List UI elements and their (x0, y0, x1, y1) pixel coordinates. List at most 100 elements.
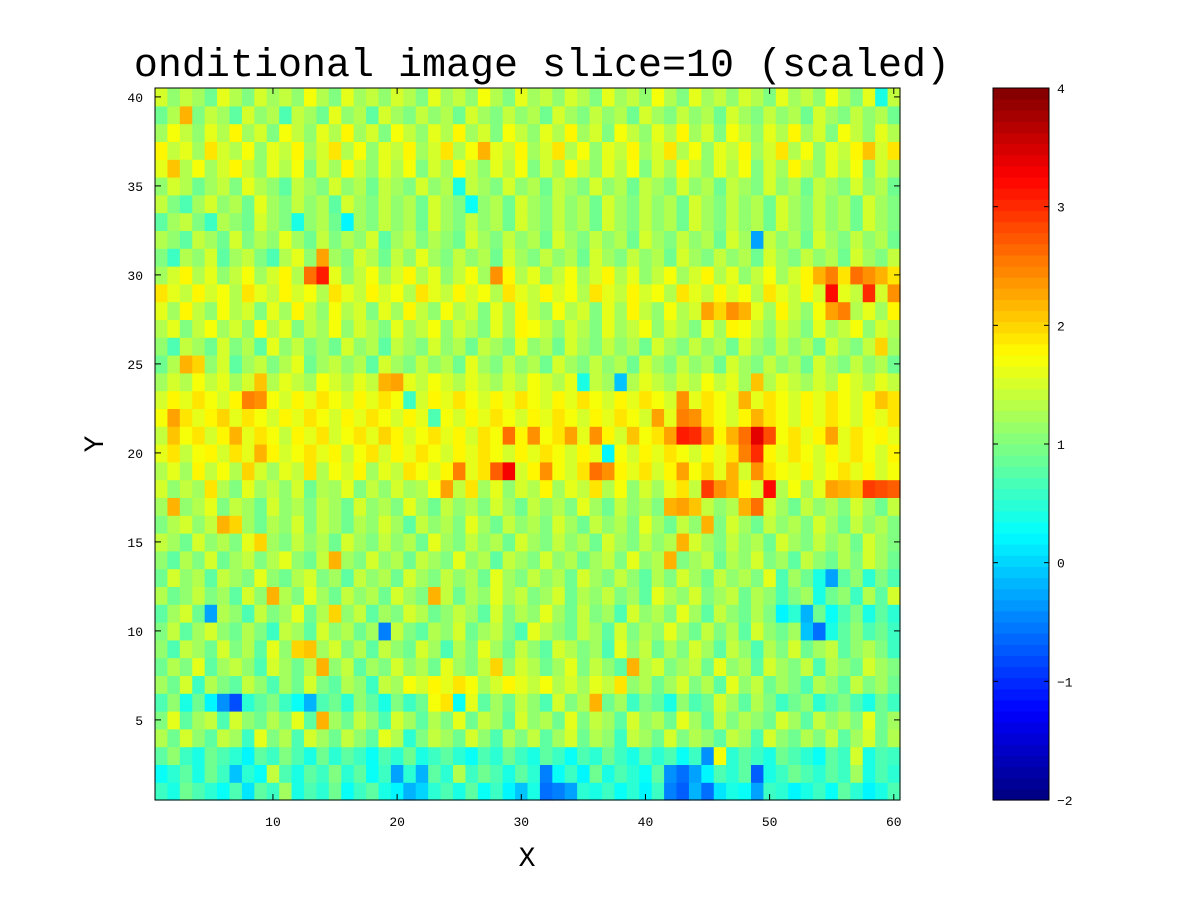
heatmap-cell (788, 301, 802, 320)
heatmap-cell (539, 141, 553, 160)
heatmap-cell (502, 212, 516, 231)
heatmap-cell (453, 319, 467, 338)
heatmap-cell (477, 693, 491, 712)
heatmap-cell (676, 123, 690, 142)
heatmap-cell (577, 657, 591, 676)
heatmap-cell (726, 764, 740, 783)
heatmap-cell (440, 622, 454, 641)
heatmap-cell (229, 675, 243, 694)
heatmap-cell (688, 319, 702, 338)
heatmap-cell (217, 461, 231, 481)
heatmap-cell (229, 337, 243, 356)
heatmap-cell (639, 479, 653, 498)
heatmap-cell (465, 212, 479, 231)
heatmap-cell (837, 479, 851, 498)
heatmap-cell (304, 639, 318, 659)
heatmap-cell (639, 390, 653, 409)
heatmap-cell (602, 568, 616, 587)
heatmap-cell (515, 444, 529, 463)
colorbar-band (993, 644, 1049, 656)
heatmap-cell (453, 657, 467, 676)
heatmap-cell (614, 515, 628, 534)
heatmap-cell (527, 604, 541, 623)
heatmap-cell (192, 746, 206, 765)
heatmap-cell (651, 568, 665, 587)
heatmap-cell (453, 515, 467, 534)
heatmap-cell (837, 283, 851, 303)
heatmap-cell (763, 426, 777, 445)
heatmap-cell (428, 408, 442, 427)
heatmap-cell (440, 141, 454, 160)
heatmap-cell (850, 248, 864, 267)
heatmap-cell (539, 639, 553, 659)
heatmap-cell (279, 194, 293, 214)
heatmap-cell (217, 177, 231, 196)
heatmap-cell (527, 408, 541, 427)
heatmap-cell (204, 586, 218, 605)
heatmap-cell (775, 426, 789, 445)
heatmap-cell (589, 266, 603, 285)
heatmap-cell (515, 194, 529, 214)
heatmap-cell (341, 479, 355, 498)
heatmap-cell (738, 479, 752, 498)
heatmap-cell (415, 461, 429, 481)
heatmap-cell (266, 390, 280, 409)
heatmap-cell (862, 586, 876, 605)
heatmap-cell (179, 568, 193, 587)
heatmap-cell (229, 301, 243, 320)
heatmap-cell (378, 444, 392, 463)
heatmap-cell (862, 212, 876, 231)
heatmap-cell (316, 283, 330, 303)
heatmap-cell (304, 283, 318, 303)
heatmap-cell (428, 746, 442, 765)
heatmap-cell (825, 194, 839, 214)
heatmap-cell (316, 141, 330, 160)
heatmap-cell (800, 194, 814, 214)
heatmap-cell (515, 337, 529, 356)
heatmap-cell (515, 568, 529, 587)
heatmap-cell (639, 194, 653, 214)
heatmap-cell (788, 711, 802, 730)
heatmap-cell (763, 639, 777, 659)
heatmap-cell (713, 390, 727, 409)
heatmap-cell (664, 426, 678, 445)
heatmap-cell (539, 123, 553, 142)
heatmap-cell (539, 266, 553, 285)
heatmap-cell (751, 319, 765, 338)
heatmap-cell (825, 355, 839, 374)
heatmap-cell (775, 782, 789, 801)
heatmap-cell (825, 515, 839, 534)
heatmap-cell (291, 604, 305, 623)
heatmap-cell (167, 497, 181, 516)
heatmap-cell (825, 426, 839, 445)
heatmap-cell (279, 461, 293, 481)
heatmap-cell (726, 177, 740, 196)
heatmap-cell (626, 390, 640, 409)
heatmap-cell (713, 105, 727, 125)
heatmap-cell (353, 88, 367, 107)
heatmap-cell (366, 105, 380, 125)
heatmap-cell (552, 586, 566, 605)
heatmap-cell (875, 390, 889, 409)
heatmap-cell (589, 337, 603, 356)
heatmap-cell (688, 533, 702, 552)
heatmap-cell (490, 711, 504, 730)
heatmap-cell (465, 177, 479, 196)
heatmap-cell (502, 675, 516, 694)
heatmap-cell (155, 355, 169, 374)
heatmap-cell (155, 283, 169, 303)
heatmap-cell (453, 88, 467, 107)
heatmap-cell (875, 550, 889, 570)
heatmap-cell (502, 426, 516, 445)
heatmap-cell (465, 355, 479, 374)
heatmap-cell (639, 675, 653, 694)
heatmap-cell (614, 461, 628, 481)
heatmap-cell (800, 177, 814, 196)
heatmap-cell (651, 301, 665, 320)
heatmap-cell (192, 355, 206, 374)
heatmap-cell (155, 301, 169, 320)
heatmap-cell (738, 764, 752, 783)
heatmap-cell (155, 337, 169, 356)
heatmap-cell (403, 408, 417, 427)
heatmap-cell (800, 711, 814, 730)
